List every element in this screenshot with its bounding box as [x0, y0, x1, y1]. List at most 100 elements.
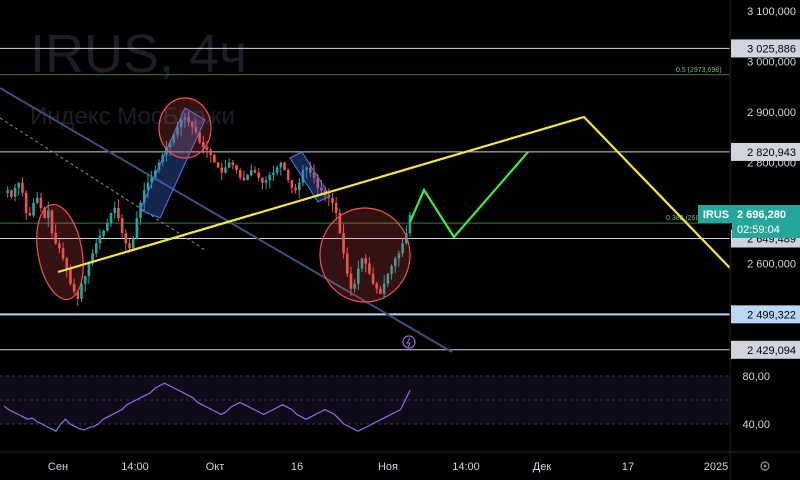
falling-channel-box[interactable] [289, 151, 331, 203]
candle-body [179, 119, 183, 128]
candle-body [405, 233, 408, 244]
candle [187, 111, 190, 127]
candle-body [242, 177, 246, 181]
candle [58, 239, 61, 254]
candle [345, 247, 349, 278]
candle-body [268, 175, 272, 181]
candle [220, 162, 224, 181]
candle-body [401, 243, 404, 254]
candle [264, 176, 268, 190]
candle [6, 185, 9, 198]
rising-channel-box[interactable] [139, 107, 206, 219]
candle [379, 285, 382, 294]
highlight-circle-bottom[interactable] [319, 207, 411, 303]
candle-body [290, 180, 294, 188]
level-badge-label: 3 025,886 [747, 43, 796, 55]
candle [382, 274, 386, 299]
candle-body [349, 273, 353, 289]
dashed-trend-line[interactable] [0, 117, 206, 251]
candle-body [301, 170, 305, 183]
level-badge [731, 39, 800, 58]
candle-body [342, 233, 345, 254]
candle [360, 257, 364, 272]
candle-body [172, 134, 176, 143]
highlight-circle-top[interactable] [158, 97, 212, 159]
candle [87, 261, 91, 285]
candle-body [364, 258, 368, 264]
candle-body [286, 170, 290, 181]
candle-body [253, 170, 257, 173]
candle-body [408, 214, 412, 234]
candle-body [246, 175, 249, 181]
forecast-zigzag[interactable] [408, 151, 529, 239]
candle-body [176, 127, 179, 135]
candle [28, 207, 32, 217]
candle [401, 237, 404, 257]
candle [209, 147, 212, 163]
highlight-circle-left[interactable] [30, 201, 90, 303]
price-tick-label: 3 100,000 [747, 6, 796, 18]
candle [242, 170, 246, 182]
price-tick-label: 2 600,000 [747, 259, 796, 271]
time-axis-label: 2025 [704, 461, 728, 473]
candle-body [249, 170, 253, 176]
candle-body [297, 182, 301, 191]
candle [272, 166, 275, 181]
candle-body [106, 223, 109, 231]
candle [190, 120, 194, 135]
channel-line[interactable] [0, 87, 453, 353]
candle [135, 211, 139, 240]
candle-body [32, 202, 35, 216]
candle [235, 164, 238, 174]
candle [342, 224, 345, 259]
level-badge-label: 2 499,322 [747, 309, 796, 321]
candle [246, 173, 249, 181]
candle [290, 179, 294, 194]
candle [301, 165, 305, 187]
rsi-axis[interactable]: 80,00 40,00 [742, 371, 770, 431]
candle-body [357, 268, 360, 284]
candle [120, 214, 124, 238]
candle [124, 229, 128, 251]
candle [231, 159, 235, 170]
current-price-value: 2 696,280 [737, 209, 786, 221]
candle [83, 275, 87, 293]
candle [13, 183, 17, 202]
candle-body [227, 162, 231, 168]
candle-body [109, 213, 113, 224]
candle-body [198, 132, 201, 143]
candle [275, 165, 279, 176]
candle-body [183, 117, 187, 120]
candle [113, 201, 117, 219]
level-badge-label: 2 429,094 [747, 345, 796, 357]
candle [94, 237, 98, 258]
candle-body [61, 248, 65, 259]
candle-body [135, 218, 139, 239]
candle-body [76, 291, 80, 299]
candle [131, 235, 135, 251]
candle [183, 112, 187, 128]
candle-body [312, 172, 316, 178]
candle [224, 159, 227, 174]
candle [227, 158, 231, 169]
candle [249, 164, 253, 176]
candle-body [213, 154, 216, 163]
candle [98, 228, 102, 250]
candle-body [275, 167, 279, 173]
candle-body [146, 182, 150, 191]
candle-body [69, 268, 72, 284]
rsi-tick-label: 80,00 [742, 371, 770, 383]
alert-icon[interactable] [402, 335, 416, 349]
candle-body [264, 180, 268, 183]
candle-body [98, 235, 102, 244]
candle-body [124, 233, 128, 244]
candle [238, 167, 242, 181]
gear-icon[interactable] [760, 461, 770, 471]
candle [179, 118, 183, 137]
price-badge [732, 205, 800, 238]
forecast-trendline[interactable] [57, 115, 731, 274]
time-axis[interactable]: Сен 14:00 Окт 16 Ноя 14:00 Дек 17 2025 [48, 461, 728, 473]
candle-body [6, 190, 9, 193]
candle [371, 267, 375, 286]
